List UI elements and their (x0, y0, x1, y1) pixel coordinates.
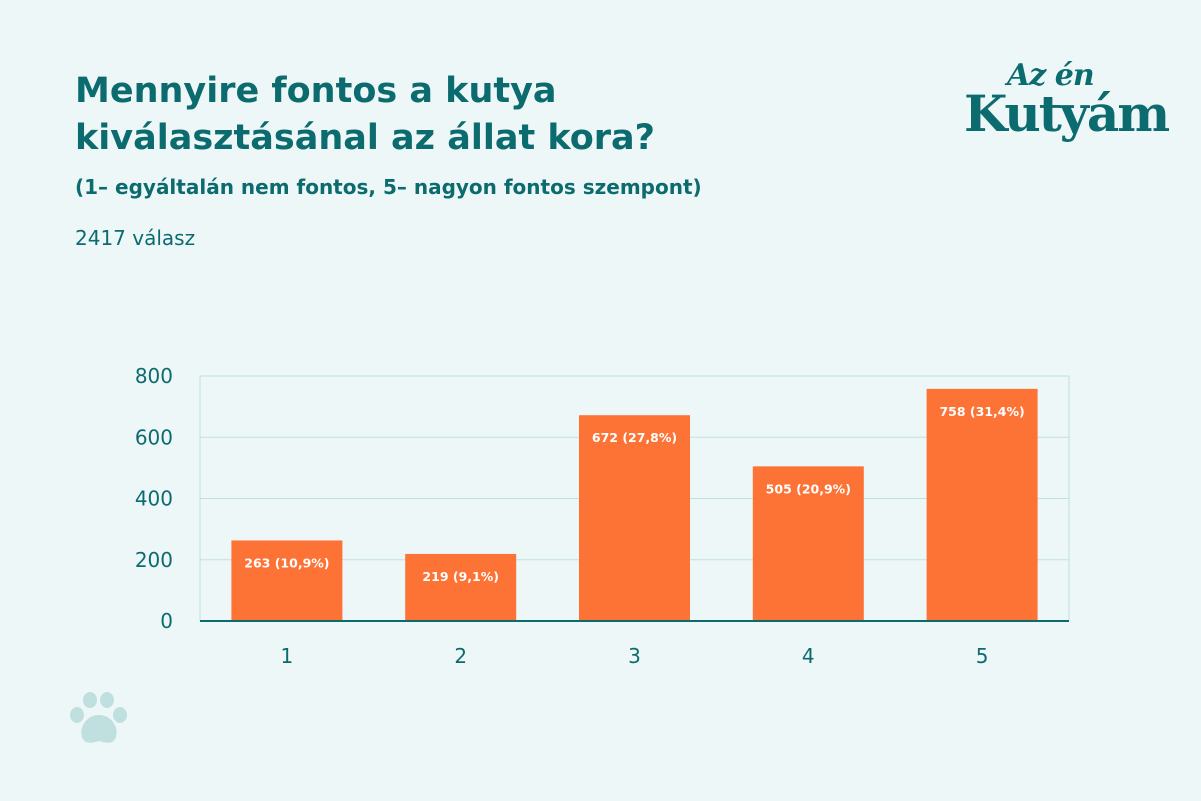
bar (579, 415, 690, 621)
brand-logo: Az én Kutyám (962, 58, 1170, 154)
y-tick-label: 0 (160, 609, 173, 633)
data-label: 672 (27,8%) (592, 430, 677, 445)
y-tick-label: 600 (135, 425, 173, 449)
bar (926, 388, 1038, 621)
data-label: 219 (9,1%) (422, 569, 499, 584)
data-label: 263 (10,9%) (244, 555, 329, 570)
chart-title-line-1: Mennyire fontos a kutya (75, 71, 557, 111)
bar (405, 553, 517, 621)
brand-logo-line-2: Kutyám (964, 84, 1170, 143)
data-label: 758 (31,4%) (939, 404, 1024, 419)
x-tick-label: 1 (281, 644, 294, 668)
bar (231, 540, 343, 621)
chart-title: Mennyire fontos a kutya kiválasztásánal … (75, 68, 775, 162)
response-count: 2417 válasz (75, 226, 196, 250)
x-tick-label: 5 (976, 644, 989, 668)
chart-subtitle: (1– egyáltalán nem fontos, 5– nagyon fon… (75, 175, 702, 199)
bar (752, 466, 864, 621)
x-tick-label: 4 (802, 644, 815, 668)
y-tick-label: 400 (135, 487, 173, 511)
paw-icon (70, 692, 127, 743)
x-tick-label: 3 (628, 644, 641, 668)
chart-title-line-2: kiválasztásánal az állat kora? (75, 118, 655, 158)
y-tick-label: 200 (135, 548, 173, 572)
brand-logo-line-1: Az én (1007, 58, 1095, 93)
data-label: 505 (20,9%) (766, 481, 851, 496)
x-tick-label: 2 (454, 644, 467, 668)
y-tick-label: 800 (135, 364, 173, 388)
